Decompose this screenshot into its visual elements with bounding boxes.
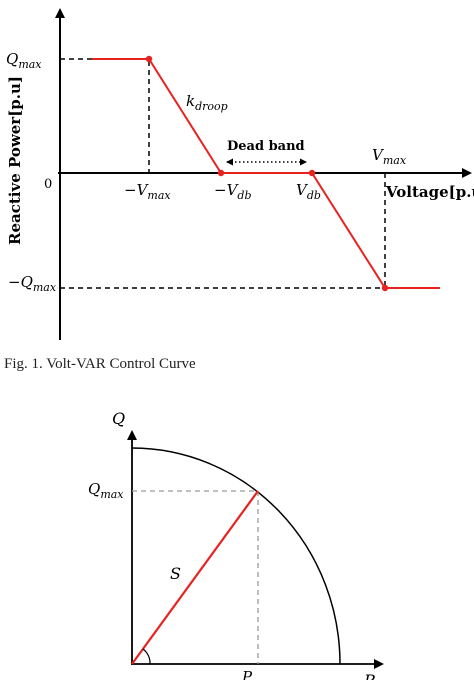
origin-label: 0 [44,177,52,192]
capability-arc [131,447,341,665]
q-max-capability-label: Qmax [88,480,124,501]
neg-v-max-label: −Vmax [124,181,171,202]
s-vector [131,490,259,665]
angle-arc [142,648,151,665]
curve-point-neg-v-max [145,55,153,63]
q-axis-label: Q [112,409,125,428]
figure-1-caption: Fig. 1. Volt-VAR Control Curve [4,356,196,372]
neg-q-max-label: −Qmax [8,273,57,294]
v-db-label: Vdb [296,181,321,202]
y-axis-label: Reactive Power[p.u] [6,76,24,245]
p-axis-label: P [363,671,375,680]
x-axis-label: Voltage[p.u] [385,183,474,201]
q-max-label: Qmax [6,50,42,71]
dead-band-label: Dead band [227,139,305,154]
v-max-label: Vmax [372,146,407,167]
volt-var-curve-line [92,58,440,289]
s-label: S [170,564,181,583]
p-pu-label: Ppu [241,668,266,680]
k-droop-label: kdroop [186,92,228,113]
capability-curve-figure: Q P Qmax Ppu S [88,409,384,680]
volt-var-curve-figure: Reactive Power[p.u] Voltage[p.u] 0 Qmax … [4,8,474,372]
neg-v-db-label: −Vdb [214,181,252,202]
curve-point-v-db [308,169,316,177]
curve-point-neg-v-db [217,169,225,177]
curve-point-v-max [381,284,389,292]
